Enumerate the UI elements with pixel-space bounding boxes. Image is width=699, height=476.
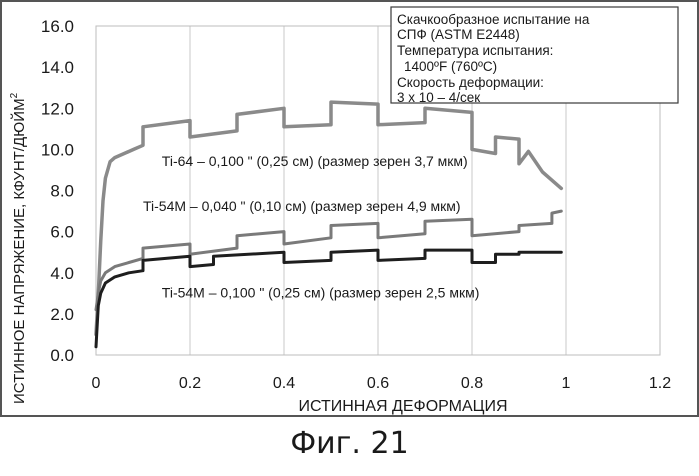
y-tick-label-3: 6.0 xyxy=(50,223,74,242)
y-tick-label-1: 2.0 xyxy=(50,305,74,324)
y-tick-label-4: 8.0 xyxy=(50,182,74,201)
legend-line-1: СПФ (ASTM E2448) xyxy=(397,27,520,42)
legend-line-3: 1400ºF (760ºC) xyxy=(404,59,497,74)
x-tick-label-5: 1 xyxy=(562,375,571,392)
legend-line-2: Температура испытания: xyxy=(397,43,553,58)
legend-line-0: Скачкообразное испытание на xyxy=(397,12,590,27)
x-tick-label-6: 1.2 xyxy=(649,375,671,392)
figure-caption: Фиг. 21 xyxy=(0,426,699,461)
y-tick-label-8: 16.0 xyxy=(41,17,74,36)
y-tick-label-6: 12.0 xyxy=(41,99,74,118)
legend-box: Скачкообразное испытание наСПФ (ASTM E24… xyxy=(391,7,678,105)
x-tick-label-4: 0.8 xyxy=(461,375,483,392)
x-tick-label-3: 0.6 xyxy=(367,375,389,392)
series-annotation-2: Ti-54M – 0,100 " (0,25 см) (размер зерен… xyxy=(162,284,480,300)
x-axis-label: ИСТИННАЯ ДЕФОРМАЦИЯ xyxy=(298,398,507,415)
y-tick-label-2: 4.0 xyxy=(50,264,74,283)
series-annotation-0: Ti-64 – 0,100 " (0,25 см) (размер зерен … xyxy=(162,153,468,169)
x-tick-label-2: 0.4 xyxy=(273,375,295,392)
x-tick-label-1: 0.2 xyxy=(179,375,201,392)
y-tick-label-5: 10.0 xyxy=(41,140,74,159)
y-axis-label: ИСТИННОЕ НАПРЯЖЕНИЕ, КФУНТ/ДЮЙМ2 xyxy=(9,92,28,404)
y-axis-label-superscript: 2 xyxy=(9,92,20,98)
y-tick-label-7: 14.0 xyxy=(41,58,74,77)
x-tick-label-0: 0 xyxy=(92,375,101,392)
legend-line-5: 3 x 10 – 4/сек xyxy=(397,90,480,105)
y-tick-label-0: 0.0 xyxy=(50,346,74,365)
legend-line-4: Скорость деформации: xyxy=(397,75,544,90)
series-annotation-1: Ti-54M – 0,040 " (0,10 см) (размер зерен… xyxy=(143,198,461,214)
